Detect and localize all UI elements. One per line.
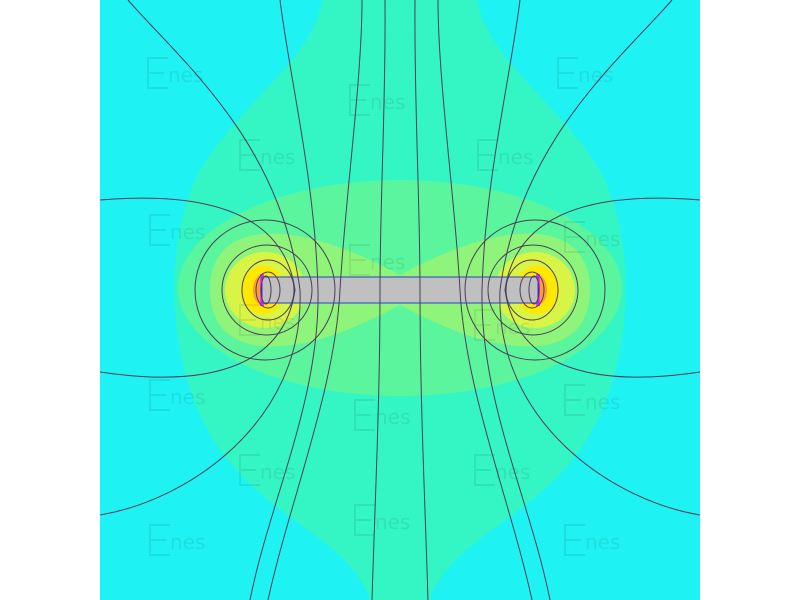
svg-text:nes: nes [370, 90, 405, 114]
watermark-logo: nes [564, 384, 620, 416]
svg-text:nes: nes [585, 227, 620, 251]
svg-text:nes: nes [170, 220, 205, 244]
svg-text:nes: nes [375, 510, 410, 534]
watermark-logo: nes [354, 399, 410, 431]
svg-text:nes: nes [585, 390, 620, 414]
watermark-logo: nes [349, 244, 405, 276]
watermark-logo: nes [239, 139, 295, 171]
svg-text:nes: nes [585, 530, 620, 554]
conductor-rod [261, 276, 539, 304]
watermark-logo: nes [239, 304, 295, 336]
field-lines [100, 0, 700, 600]
watermark-logo: nes [149, 379, 205, 411]
watermark-logo: nes [149, 214, 205, 246]
watermark-logo: nes [474, 309, 530, 341]
svg-text:nes: nes [375, 405, 410, 429]
svg-text:nes: nes [170, 385, 205, 409]
watermark-logo: nes [354, 504, 410, 536]
watermark-logo: nes [149, 524, 205, 556]
svg-text:nes: nes [260, 145, 295, 169]
svg-text:nes: nes [260, 460, 295, 484]
svg-text:nes: nes [168, 63, 203, 87]
watermark-logo: nes [239, 454, 295, 486]
field-plot: nes nes nes nes nes nes nes nes nes nes nes nes nes n… [100, 0, 700, 600]
svg-text:nes: nes [498, 145, 533, 169]
watermark-logo: nes [564, 524, 620, 556]
svg-text:nes: nes [260, 310, 295, 334]
watermark-logo: nes [349, 84, 405, 116]
watermark-logo: nes [477, 139, 533, 171]
watermark-logos: nes nes nes nes nes nes nes nes nes nes nes nes nes n… [147, 57, 620, 556]
svg-text:nes: nes [370, 250, 405, 274]
svg-text:nes: nes [170, 530, 205, 554]
watermark-logo: nes [564, 221, 620, 253]
